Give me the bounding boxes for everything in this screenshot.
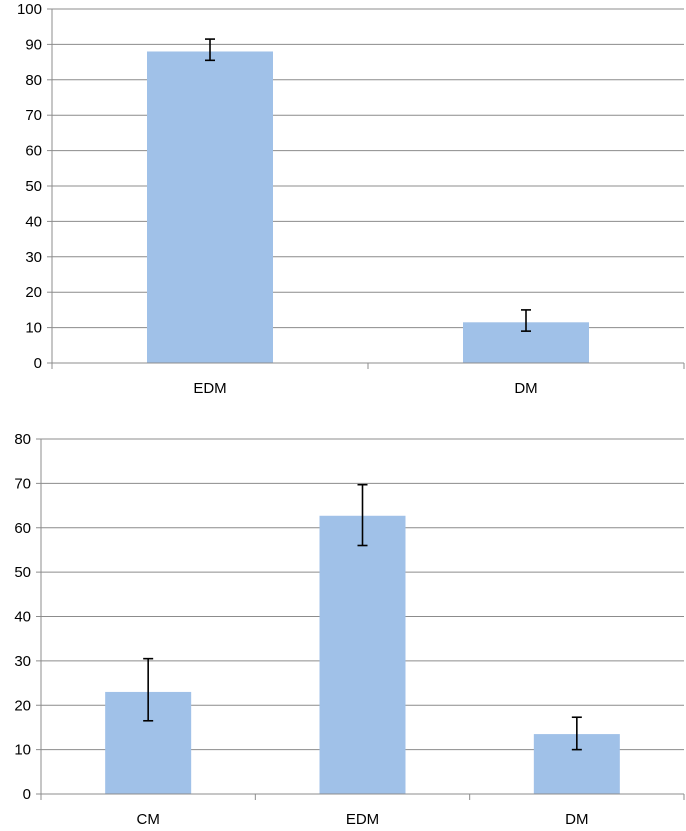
y-tick-label: 0 bbox=[23, 786, 31, 803]
y-tick-label: 70 bbox=[14, 475, 31, 492]
y-tick-label: 50 bbox=[14, 564, 31, 581]
x-category-label: EDM bbox=[346, 811, 379, 828]
x-category-label: CM bbox=[137, 811, 160, 828]
y-tick-label: 40 bbox=[25, 213, 42, 230]
y-tick-label: 40 bbox=[14, 609, 31, 626]
y-tick-label: 60 bbox=[14, 520, 31, 537]
y-tick-label: 100 bbox=[17, 1, 42, 18]
bar-edm bbox=[147, 51, 273, 363]
bar-edm bbox=[319, 515, 406, 794]
y-tick-label: 10 bbox=[14, 742, 31, 759]
y-tick-label: 90 bbox=[25, 36, 42, 53]
x-category-label: EDM bbox=[193, 380, 226, 397]
y-tick-label: 30 bbox=[25, 249, 42, 266]
y-tick-label: 20 bbox=[25, 284, 42, 301]
y-tick-label: 60 bbox=[25, 143, 42, 160]
y-tick-label: 80 bbox=[25, 72, 42, 89]
y-tick-label: 20 bbox=[14, 697, 31, 714]
y-tick-label: 80 bbox=[14, 431, 31, 448]
chart-top: 0 10 20 30 40 50 60 70 80 90 100 EDM DM bbox=[17, 1, 685, 397]
y-tick-label: 10 bbox=[25, 320, 42, 337]
chart-bottom: 0 10 20 30 40 50 60 70 80 CM EDM DM bbox=[14, 431, 685, 828]
x-category-label: DM bbox=[514, 380, 537, 397]
y-tick-label: 70 bbox=[25, 107, 42, 124]
x-category-label: DM bbox=[565, 811, 588, 828]
y-tick-label: 30 bbox=[14, 653, 31, 670]
y-tick-label: 0 bbox=[34, 355, 42, 372]
y-tick-label: 50 bbox=[25, 178, 42, 195]
